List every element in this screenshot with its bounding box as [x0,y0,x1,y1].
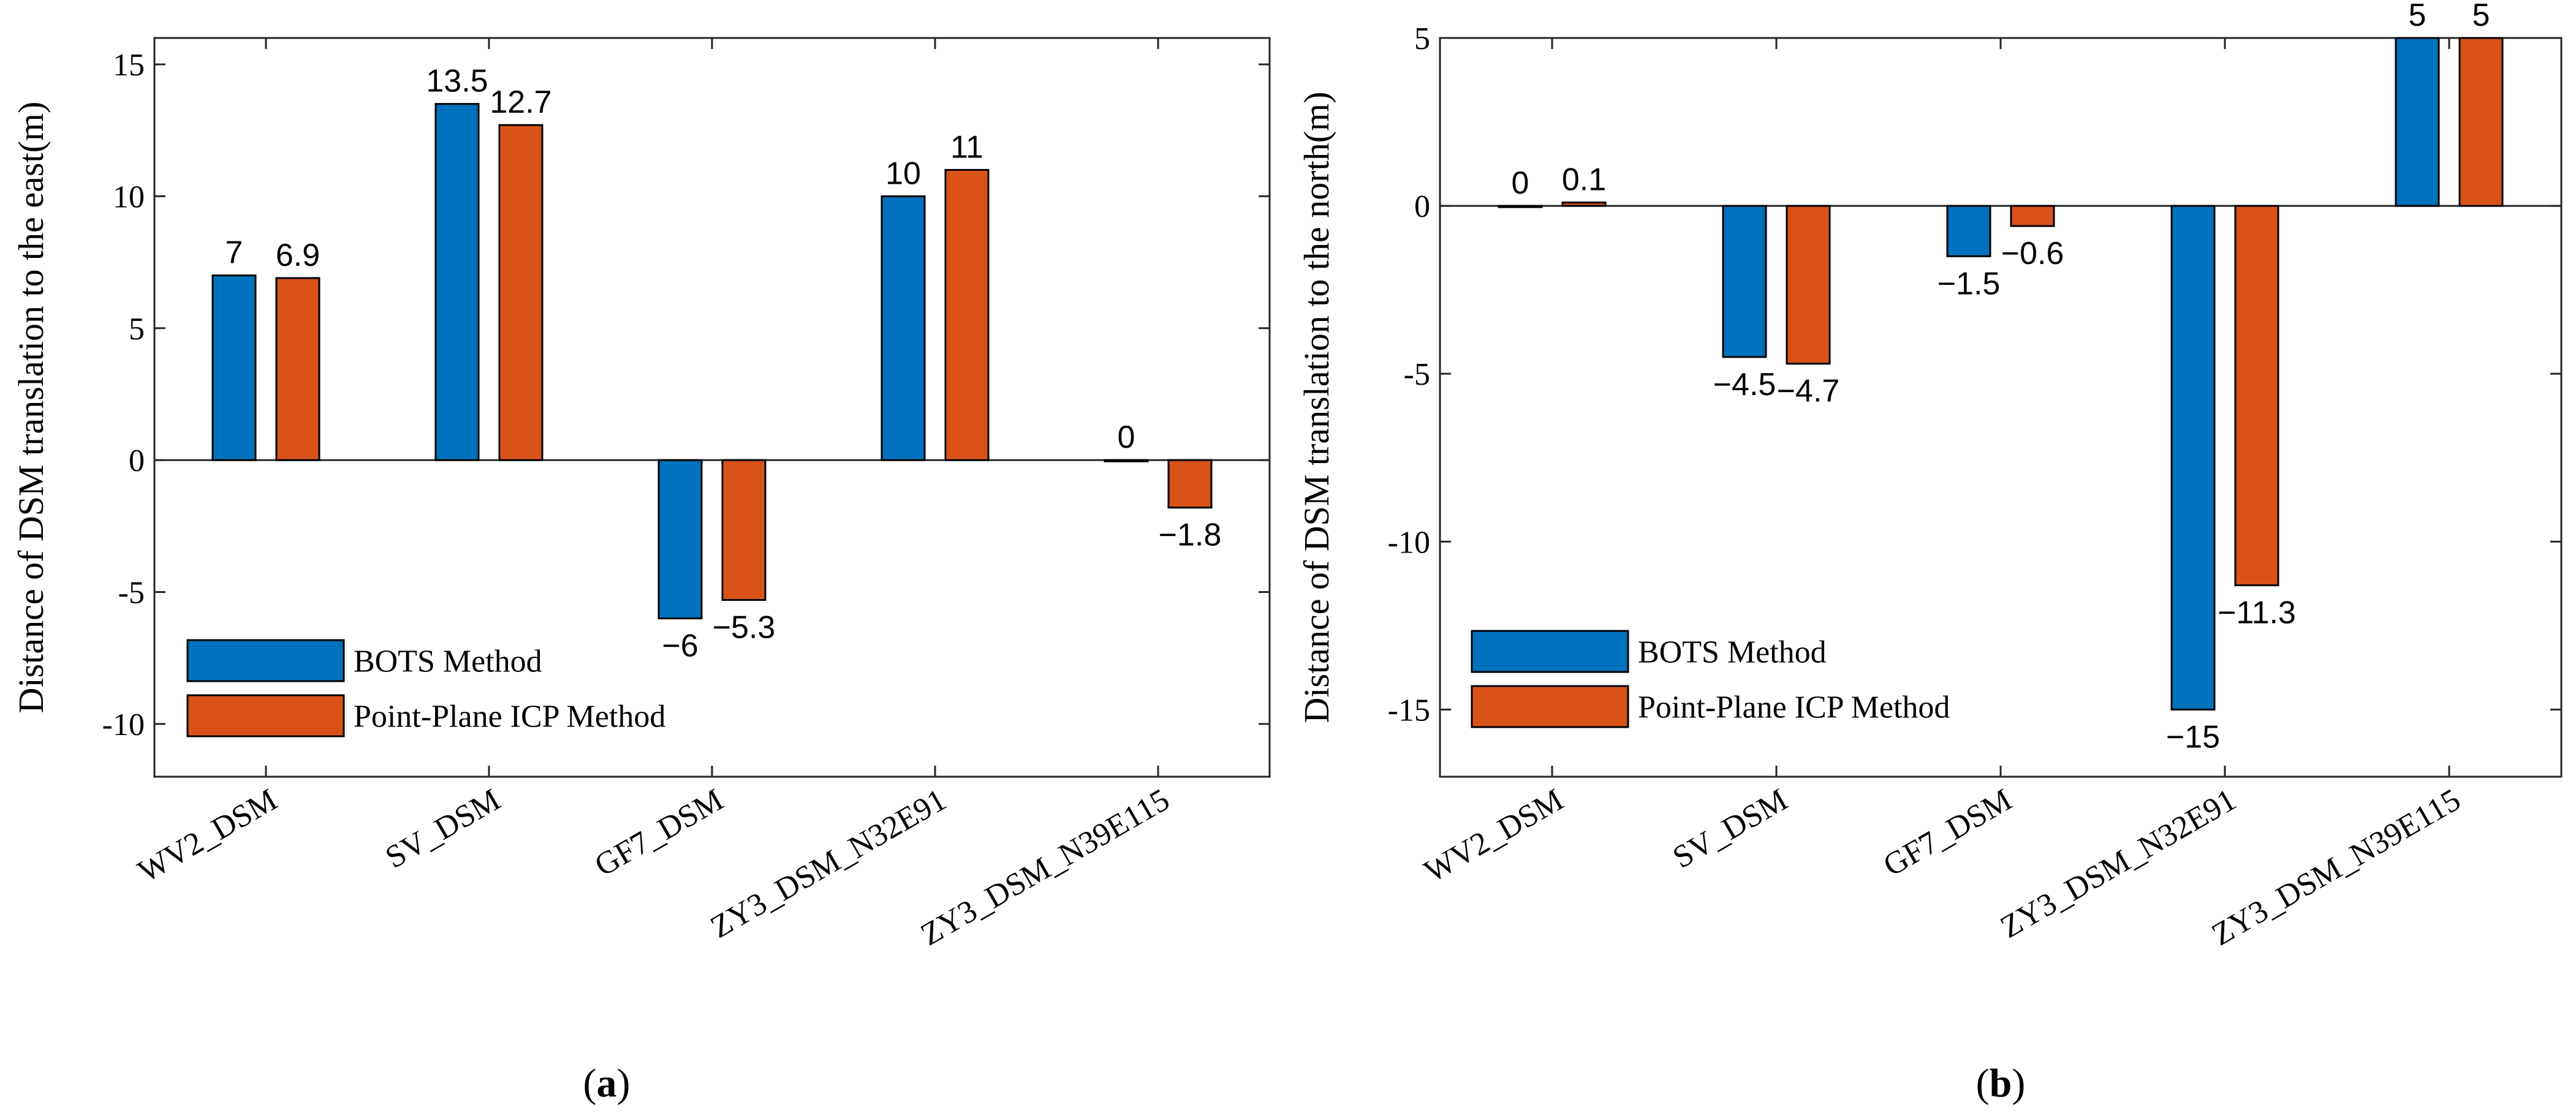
data-label: 5 [2472,0,2490,33]
y-tick-label: 5 [129,312,145,347]
data-label: −6 [662,628,698,664]
bar-bots [881,195,926,461]
bar-bots [1104,459,1149,462]
legend-entry: BOTS Method [354,644,542,679]
data-label: 0.1 [1562,162,1606,198]
bar-bots [1946,205,1991,257]
y-tick-label: 0 [1414,189,1430,224]
bar-bots [657,459,703,620]
bar-bots [2395,37,2440,207]
bar-icp [275,277,320,461]
chart-a: -10 -5 0 5 10 15 Distance of DSM translation t… [11,37,1271,1106]
bar-icp [498,124,544,461]
panel-paren: ) [617,1061,631,1106]
bar-bots [1722,205,1767,358]
legend-swatch-icp [1471,685,1629,728]
panel-label: (a) [583,1061,631,1106]
bar-bots [211,274,257,461]
bar-icp [1167,459,1213,509]
y-tick-label: -10 [102,707,145,742]
legend-swatch-icp [186,694,345,738]
bar-bots [434,103,480,461]
x-tick-label: ZY3_DSM_N32E91 [1995,782,2242,945]
x-tick-label: ZY3_DSM_N39E115 [915,782,1175,953]
data-label: 6.9 [276,238,320,273]
x-tick-label: ZY3_DSM_N39E115 [2206,782,2466,953]
panel-paren: ) [2012,1061,2025,1106]
data-label: 7 [225,235,243,271]
y-axis-label: Distance of DSM translation to the north… [1297,92,1336,723]
data-label: −0.6 [2001,236,2064,271]
y-tick-label: -15 [1388,693,1430,728]
panel-paren: ( [583,1061,597,1106]
data-label: −1.8 [1159,518,1222,553]
x-tick-label: ZY3_DSM_N32E91 [705,782,952,945]
legend-entry: Point-Plane ICP Method [354,700,665,734]
bar-icp [721,459,767,601]
y-tick-label: -5 [1404,357,1430,392]
y-tick-label: 10 [113,179,145,214]
legend: BOTS Method Point-Plane ICP Method [186,639,665,738]
data-label: −4.5 [1713,367,1776,402]
data-label: 11 [950,129,983,165]
legend: BOTS Method Point-Plane ICP Method [1471,630,1950,728]
y-tick-label: 0 [129,443,145,478]
chart-b: -15 -10 -5 0 5 Distance of DSM translation to… [1297,0,2563,1106]
y-tick-label: -5 [118,576,145,611]
data-label: 12.7 [490,85,551,120]
x-tick-label: WV2_DSM [1419,782,1569,889]
panel-letter: b [1990,1061,2012,1106]
x-tick-label: WV2_DSM [132,782,283,889]
bar-icp [944,168,990,461]
panel-letter: a [597,1061,617,1106]
data-label: −5.3 [713,609,776,645]
bar-icp [2010,205,2055,227]
data-label: 10 [885,156,921,191]
x-tick-label: SV_DSM [1667,782,1794,875]
bar-icp [2234,205,2279,587]
legend-entry: Point-Plane ICP Method [1638,690,1950,725]
x-tick-label: SV_DSM [380,782,506,875]
legend-swatch-bots [186,639,345,682]
data-label: −15 [2166,719,2220,755]
panel-paren: ( [1976,1061,1990,1106]
data-label: 0 [1512,165,1529,201]
legend-swatch-bots [1471,630,1629,673]
bar-icp [1561,202,1607,207]
panel-label: (b) [1976,1061,2026,1106]
data-label: 13.5 [426,64,488,99]
bar-icp [1786,205,1831,365]
x-tick-label: GF7_DSM [589,782,729,883]
y-tick-label: 15 [113,48,145,83]
y-tick-label: -10 [1388,525,1430,560]
bar-icp [2458,37,2504,207]
y-tick-label: 5 [1414,21,1430,56]
data-label: 5 [2409,0,2426,33]
data-label: −4.7 [1777,374,1840,409]
bar-bots [1498,205,1543,208]
x-tick-label: GF7_DSM [1877,782,2018,883]
bar-bots [2170,205,2216,711]
data-label: 0 [1118,420,1135,455]
data-label: −1.5 [1938,266,2001,301]
y-axis-label: Distance of DSM translation to the east(… [11,102,51,714]
data-label: −11.3 [2218,595,2296,631]
legend-entry: BOTS Method [1638,635,1827,670]
